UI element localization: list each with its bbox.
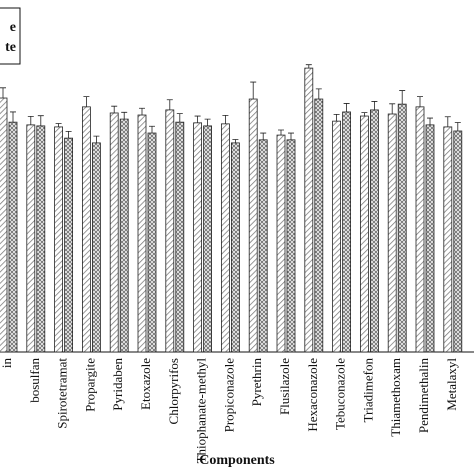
bar bbox=[36, 125, 46, 353]
error-bar bbox=[454, 122, 461, 131]
legend-label: e bbox=[10, 20, 16, 35]
bar bbox=[369, 109, 379, 353]
x-tick-label: Pendimethalin bbox=[416, 358, 431, 434]
bar bbox=[92, 142, 101, 353]
error-bar bbox=[27, 115, 34, 125]
error-bar bbox=[333, 113, 340, 122]
bar bbox=[453, 130, 463, 353]
bar bbox=[147, 132, 157, 353]
x-tick-label: in bbox=[0, 358, 14, 369]
error-bar bbox=[111, 105, 118, 113]
bar bbox=[82, 106, 91, 353]
error-bar bbox=[121, 111, 128, 120]
error-bar bbox=[389, 103, 396, 114]
bar bbox=[359, 115, 369, 353]
error-bar bbox=[139, 107, 145, 116]
error-bar bbox=[417, 96, 423, 107]
error-bar bbox=[305, 64, 312, 69]
error-bar bbox=[37, 115, 44, 126]
bar bbox=[286, 139, 296, 353]
error-bar bbox=[427, 117, 433, 125]
x-tick-label: bosulfan bbox=[27, 358, 42, 403]
x-tick-label: Flusilazole bbox=[277, 358, 292, 415]
bar bbox=[397, 103, 407, 353]
bar bbox=[332, 120, 342, 353]
bar bbox=[220, 123, 230, 353]
legend-box bbox=[0, 7, 21, 65]
x-tick-label: Pyrethrin bbox=[249, 358, 264, 407]
error-bar bbox=[444, 116, 451, 127]
error-bar bbox=[176, 113, 183, 123]
bar bbox=[203, 125, 213, 353]
bar bbox=[137, 114, 147, 353]
bar bbox=[314, 98, 324, 353]
bar bbox=[54, 126, 63, 353]
error-bar bbox=[361, 112, 368, 117]
error-bar bbox=[232, 139, 239, 143]
bar bbox=[8, 121, 18, 353]
bar bbox=[443, 126, 453, 353]
error-bar bbox=[55, 123, 62, 127]
x-tick-label: Spirotetramat bbox=[55, 358, 70, 429]
bar bbox=[258, 139, 268, 353]
bar bbox=[26, 124, 36, 353]
legend-label: te bbox=[5, 40, 16, 55]
x-tick-label: Thiophanate-methyl bbox=[194, 358, 209, 464]
error-bar bbox=[278, 129, 284, 136]
x-tick-label: Hexaconazole bbox=[305, 358, 320, 432]
bar bbox=[387, 113, 397, 353]
bar bbox=[0, 97, 8, 353]
bar bbox=[64, 137, 73, 353]
error-bar bbox=[194, 115, 201, 123]
error-bar bbox=[83, 96, 90, 107]
error-bar bbox=[260, 132, 267, 140]
error-bar bbox=[371, 101, 378, 110]
x-tick-label: Etoxazole bbox=[138, 358, 153, 410]
error-bar bbox=[222, 114, 229, 124]
bar bbox=[342, 111, 352, 353]
error-bar bbox=[288, 132, 294, 140]
error-bar bbox=[65, 130, 72, 139]
bar bbox=[230, 142, 240, 353]
bar bbox=[304, 67, 314, 353]
error-bar bbox=[10, 111, 16, 123]
bar bbox=[415, 106, 425, 353]
error-bar bbox=[315, 88, 322, 100]
bar bbox=[109, 112, 119, 353]
error-bar bbox=[204, 118, 211, 126]
x-tick-label: Propargite bbox=[82, 358, 97, 412]
bar bbox=[193, 122, 203, 353]
x-tick-label: Tebuconazole bbox=[333, 358, 348, 430]
bar bbox=[175, 121, 185, 353]
x-tick-label: Imidaclo bbox=[472, 358, 474, 404]
bar bbox=[248, 98, 258, 353]
x-tick-label: Propiconazole bbox=[221, 358, 236, 433]
error-bar bbox=[0, 87, 6, 99]
x-axis-title: Components bbox=[199, 453, 275, 468]
bar bbox=[425, 124, 435, 353]
x-tick-label: Thiamethoxam bbox=[388, 358, 403, 437]
error-bar bbox=[399, 90, 406, 105]
x-tick-label: Chlorpyrifos bbox=[166, 358, 181, 424]
error-bar bbox=[93, 135, 100, 143]
x-tick-label: Pyridaben bbox=[110, 358, 125, 411]
error-bar bbox=[343, 103, 350, 112]
error-bar bbox=[166, 99, 173, 110]
bar bbox=[276, 134, 286, 353]
error-bar bbox=[250, 81, 257, 100]
x-tick-label: Metalaxyl bbox=[444, 358, 459, 411]
error-bar bbox=[149, 125, 155, 134]
bar bbox=[165, 109, 175, 353]
bar bbox=[119, 118, 129, 353]
x-tick-label: Triadimefon bbox=[360, 358, 375, 423]
